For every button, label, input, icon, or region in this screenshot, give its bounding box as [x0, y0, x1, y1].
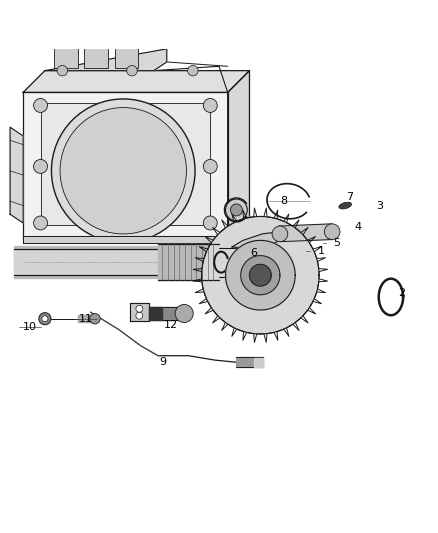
- Circle shape: [203, 216, 217, 230]
- Polygon shape: [130, 303, 149, 321]
- Polygon shape: [254, 358, 262, 367]
- Polygon shape: [41, 103, 210, 225]
- Circle shape: [324, 224, 340, 239]
- Bar: [84, 47, 108, 68]
- Circle shape: [34, 159, 47, 173]
- Circle shape: [42, 316, 48, 322]
- Text: 2: 2: [398, 288, 405, 297]
- Circle shape: [57, 66, 67, 76]
- Polygon shape: [228, 71, 250, 238]
- Polygon shape: [250, 264, 271, 286]
- Bar: [53, 47, 78, 68]
- Polygon shape: [149, 306, 184, 320]
- Polygon shape: [149, 306, 162, 320]
- Text: 6: 6: [251, 248, 257, 259]
- Polygon shape: [23, 236, 228, 243]
- Circle shape: [203, 99, 217, 112]
- Text: 1: 1: [318, 246, 325, 256]
- Text: 10: 10: [23, 322, 37, 333]
- Polygon shape: [232, 232, 284, 249]
- Polygon shape: [279, 224, 332, 241]
- Text: 4: 4: [355, 222, 362, 232]
- Circle shape: [203, 159, 217, 173]
- Circle shape: [187, 66, 198, 76]
- Polygon shape: [219, 248, 262, 277]
- Circle shape: [60, 108, 187, 234]
- Polygon shape: [226, 240, 295, 310]
- Circle shape: [230, 204, 242, 216]
- Bar: [115, 47, 138, 68]
- Polygon shape: [14, 246, 262, 278]
- Polygon shape: [14, 249, 262, 275]
- Text: 9: 9: [159, 357, 166, 367]
- Circle shape: [39, 313, 51, 325]
- Polygon shape: [10, 127, 23, 223]
- Polygon shape: [78, 315, 95, 322]
- Circle shape: [272, 226, 288, 241]
- Circle shape: [252, 256, 265, 269]
- Circle shape: [34, 216, 47, 230]
- Text: 12: 12: [164, 320, 178, 330]
- Circle shape: [226, 199, 247, 221]
- Polygon shape: [45, 49, 167, 71]
- Polygon shape: [23, 71, 250, 92]
- Circle shape: [175, 304, 193, 322]
- Polygon shape: [241, 256, 280, 295]
- Circle shape: [127, 66, 137, 76]
- Polygon shape: [201, 216, 319, 334]
- Text: 7: 7: [346, 192, 353, 202]
- Circle shape: [34, 99, 47, 112]
- Text: 5: 5: [333, 238, 340, 247]
- Text: 3: 3: [377, 200, 384, 211]
- Ellipse shape: [339, 202, 352, 209]
- Circle shape: [51, 99, 195, 243]
- Polygon shape: [158, 244, 219, 280]
- Text: 11: 11: [79, 314, 93, 324]
- Circle shape: [136, 305, 143, 312]
- Circle shape: [136, 312, 143, 319]
- Circle shape: [90, 313, 100, 324]
- Polygon shape: [237, 357, 262, 367]
- Polygon shape: [23, 92, 228, 238]
- Text: 8: 8: [281, 196, 288, 206]
